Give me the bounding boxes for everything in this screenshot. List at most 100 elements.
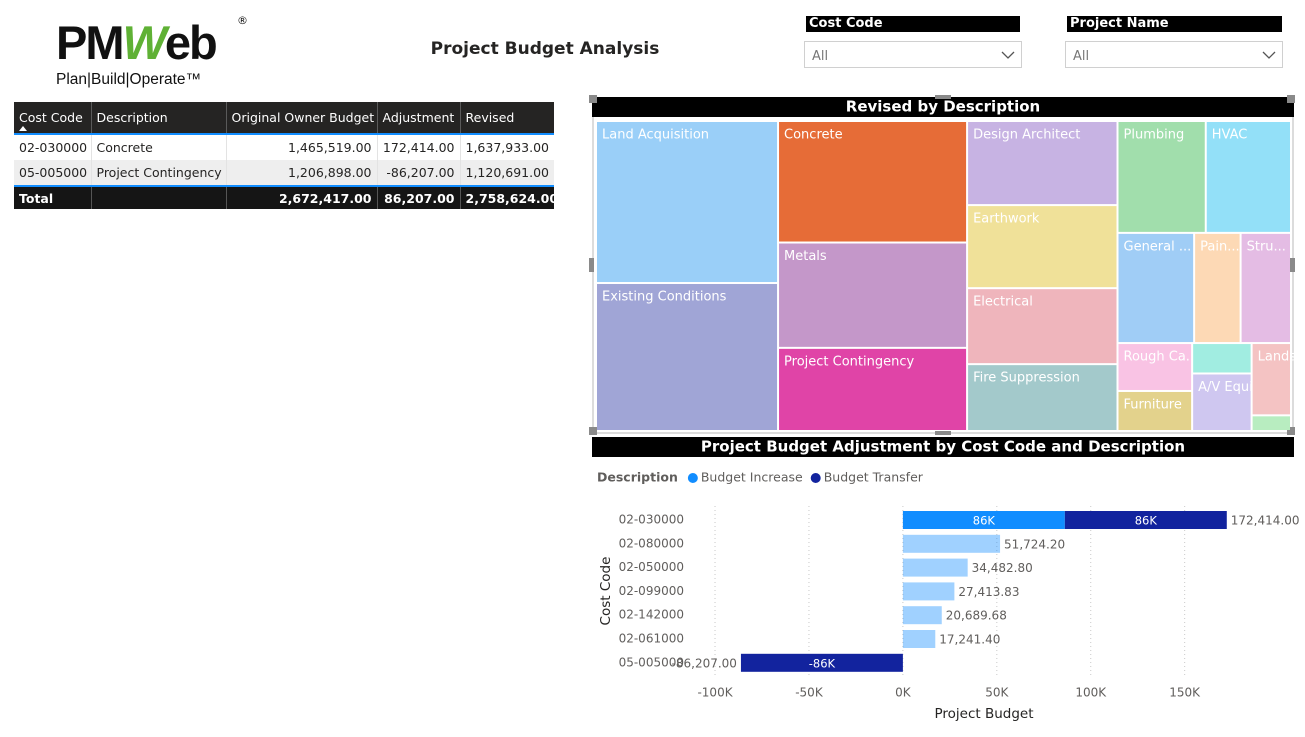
handle [935, 431, 951, 435]
total-label: 20,689.68 [946, 609, 1007, 623]
bar [902, 511, 1065, 529]
bar-value-label: 86K [1135, 514, 1158, 528]
total-row: Total 2,672,417.00 86,207.00 2,758,624.0… [14, 185, 554, 209]
cell: Project Contingency [90, 160, 226, 186]
column-header[interactable]: Description [90, 102, 226, 135]
tile-label: HVAC [1212, 128, 1248, 143]
x-tick-label: 150K [1169, 686, 1201, 700]
bar [740, 653, 903, 672]
treemap: Land Acquisition Existing Conditions Concr… [597, 122, 1305, 430]
chevron [1001, 51, 1015, 59]
cell: 2,672,417.00 [225, 185, 377, 209]
chart-title-bar [592, 437, 1294, 457]
table: Cost Code Description Original Owner Bud… [14, 102, 554, 209]
bar-value-label: -86K [809, 656, 836, 670]
treemap-tile [1118, 233, 1194, 343]
slicer-dropdown[interactable]: All [804, 41, 1022, 68]
treemap-tile [1118, 391, 1192, 430]
treemap-tile [1118, 122, 1205, 232]
selection-handles [589, 95, 1295, 435]
treemap-tile [597, 284, 778, 430]
x-tick-label: -50K [795, 686, 824, 700]
column-header[interactable]: Adjustment [376, 102, 460, 135]
treemap-tile [597, 122, 778, 283]
chart-title-bar [592, 97, 1294, 117]
total-label: 17,241.40 [939, 633, 1000, 647]
bar-value-label: 86K [973, 514, 996, 528]
cell: 1,465,519.00 [225, 134, 377, 160]
x-tick-label: -100K [697, 686, 733, 700]
slicer: Project Name All [1065, 16, 1283, 69]
tile-label: A/V Equi... [1198, 380, 1265, 395]
total-label: 27,413.83 [958, 585, 1019, 599]
cell: Concrete [90, 134, 226, 160]
bar [902, 582, 955, 601]
treemap-tile [1252, 344, 1290, 415]
logo: PMWeb [56, 16, 216, 69]
tile-label: Project Contingency [784, 354, 914, 369]
treemap-tile [1206, 122, 1290, 232]
handle [1290, 258, 1295, 272]
tile-label: Fire Suppression [973, 371, 1080, 386]
x-tick-label: 50K [985, 686, 1009, 700]
slicer-value: All [812, 49, 829, 64]
x-tick-label: 100K [1075, 686, 1107, 700]
cell: 172,414.00 [376, 134, 460, 160]
tile-label: Furniture [1124, 397, 1182, 412]
tile-label: Earthwork [973, 212, 1040, 227]
column-header-text: Cost Code [19, 110, 83, 125]
handle [935, 95, 951, 99]
y-tick-label: 02-061000 [619, 632, 684, 646]
y-tick-label: 02-099000 [619, 584, 684, 598]
treemap-tile [779, 348, 967, 430]
treemap-tile [968, 122, 1117, 205]
bar [902, 630, 936, 648]
treemap-tile [1118, 344, 1192, 390]
page-title: Project Budget Analysis [431, 39, 660, 59]
logo-registered: ® [237, 14, 248, 27]
tile-label: Land Acquisition [602, 128, 709, 143]
tile-label: Plumbing [1124, 128, 1185, 143]
cell: 02-030000 [19, 140, 88, 155]
slicer-dropdown[interactable]: All [1065, 41, 1283, 68]
tile-label: Design Architect [973, 128, 1080, 143]
slicer-label: Project Name [1067, 16, 1282, 32]
y-tick-label: 02-030000 [619, 513, 684, 527]
treemap-tile [779, 122, 967, 242]
column-header[interactable]: Original Owner Budget [225, 102, 377, 135]
total-label: 172,414.00 [1231, 514, 1300, 528]
slicer-value: All [1073, 49, 1090, 64]
y-axis-title: Cost Code [598, 557, 614, 626]
treemap-tile [1193, 374, 1251, 430]
slicer: Cost Code All [804, 16, 1022, 69]
tile-label: Pain... [1200, 239, 1239, 254]
legend-marker [687, 473, 698, 483]
logo-tagline: Plan|Build|Operate™ [56, 71, 201, 88]
column-header[interactable]: Revised [459, 102, 554, 135]
handle [589, 258, 594, 272]
cell: 1,637,933.00 [459, 134, 554, 160]
cell: 86,207.00 [376, 185, 460, 209]
slicer-label: Cost Code [806, 16, 1020, 32]
column-header[interactable]: Cost Code [14, 102, 91, 135]
cell: 1,120,691.00 [459, 160, 554, 186]
legend-title: Description [597, 470, 678, 485]
bar [902, 606, 942, 625]
cell: Total [14, 185, 91, 209]
handle [589, 427, 597, 435]
handle [1287, 95, 1295, 103]
legend-label: Budget Increase [701, 470, 803, 485]
treemap-tile [1241, 233, 1290, 343]
chart-title: Project Budget Adjustment by Cost Code a… [701, 438, 1185, 456]
table-row: 05-005000 Project Contingency 1,206,898.… [14, 160, 554, 186]
bar [1064, 511, 1227, 529]
cell: -86,207.00 [376, 160, 460, 186]
total-label: 34,482.80 [972, 561, 1033, 575]
y-tick-label: 02-050000 [619, 560, 684, 574]
y-tick-label: 05-005000 [619, 655, 684, 669]
x-axis-title: Project Budget [934, 706, 1033, 722]
handle [589, 95, 597, 103]
logo-part: eb [165, 16, 216, 69]
